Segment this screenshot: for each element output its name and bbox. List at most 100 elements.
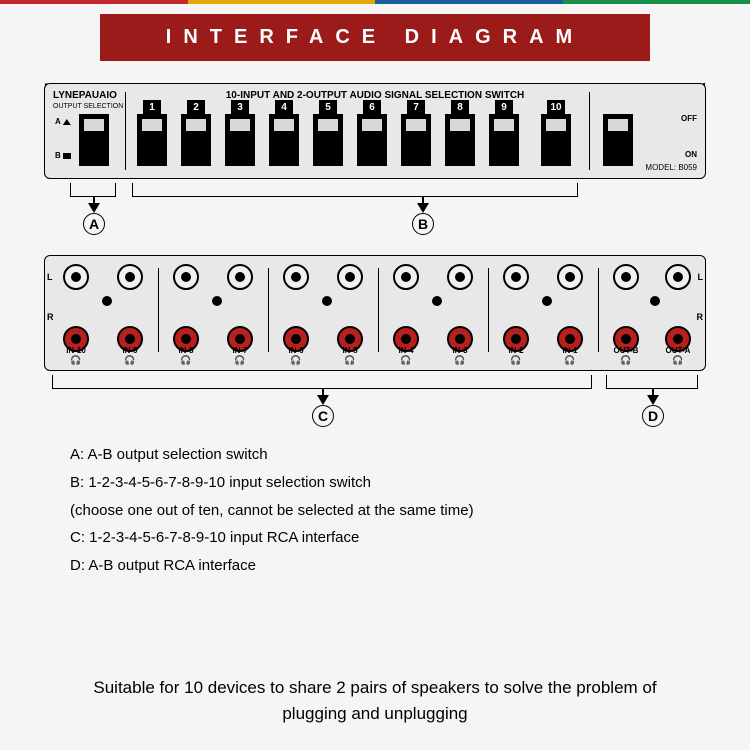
input-switch-9 bbox=[489, 114, 519, 166]
rca-label: IN-1🎧 bbox=[547, 346, 593, 366]
legend-c: C: 1-2-3-4-5-6-7-8-9-10 input RCA interf… bbox=[70, 524, 680, 552]
rear-separator bbox=[158, 268, 159, 352]
input-switch-5 bbox=[313, 114, 343, 166]
input-switch-2 bbox=[181, 114, 211, 166]
input-switch-4 bbox=[269, 114, 299, 166]
rear-panel: L R L R IN-10🎧IN-9🎧IN-8🎧IN-7🎧IN-6🎧IN-5🎧I… bbox=[44, 255, 706, 371]
rca-white bbox=[557, 264, 583, 290]
rca-label: IN-3🎧 bbox=[437, 346, 483, 366]
front-brackets: A B bbox=[44, 179, 706, 235]
bar-seg bbox=[563, 0, 750, 4]
rca-white bbox=[337, 264, 363, 290]
rear-brackets: C D bbox=[44, 371, 706, 427]
front-separator bbox=[589, 92, 590, 170]
switch-num-3: 3 bbox=[231, 100, 249, 114]
on-label: ON bbox=[685, 150, 697, 159]
front-separator bbox=[125, 92, 126, 170]
switch-num-2: 2 bbox=[187, 100, 205, 114]
rca-white bbox=[63, 264, 89, 290]
callout-b: B bbox=[412, 213, 434, 235]
rear-separator bbox=[268, 268, 269, 352]
rca-label: IN-8🎧 bbox=[163, 346, 209, 366]
front-panel: LYNEPAUAIO 10-INPUT AND 2-OUTPUT AUDIO S… bbox=[44, 83, 706, 179]
bar-seg bbox=[188, 0, 376, 4]
legend-d: D: A-B output RCA interface bbox=[70, 552, 680, 580]
l-left: L bbox=[47, 272, 53, 282]
rca-label: IN-10🎧 bbox=[53, 346, 99, 366]
rca-white bbox=[173, 264, 199, 290]
rca-col-in-6 bbox=[273, 264, 319, 352]
model-text: MODEL: B059 bbox=[645, 163, 697, 172]
switch-num-7: 7 bbox=[407, 100, 425, 114]
rca-label: IN-9🎧 bbox=[107, 346, 153, 366]
rear-dot bbox=[322, 296, 332, 306]
output-ab-switch bbox=[79, 114, 109, 166]
switch-num-4: 4 bbox=[275, 100, 293, 114]
rear-separator bbox=[378, 268, 379, 352]
input-switch-6 bbox=[357, 114, 387, 166]
rca-white bbox=[117, 264, 143, 290]
ab-markers: A B bbox=[55, 114, 71, 164]
rca-white bbox=[613, 264, 639, 290]
input-switch-8 bbox=[445, 114, 475, 166]
rca-white bbox=[503, 264, 529, 290]
header-banner: INTERFACE DIAGRAM bbox=[100, 14, 650, 61]
a-mark: A bbox=[55, 118, 61, 126]
rca-col-in-3 bbox=[437, 264, 483, 352]
footer-text: Suitable for 10 devices to share 2 pairs… bbox=[60, 675, 690, 726]
rca-label: IN-5🎧 bbox=[327, 346, 373, 366]
switch-num-8: 8 bbox=[451, 100, 469, 114]
bar-seg bbox=[375, 0, 563, 4]
legend-b2: (choose one out of ten, cannot be select… bbox=[70, 497, 680, 525]
top-color-bar bbox=[0, 0, 750, 4]
rear-dot bbox=[650, 296, 660, 306]
rear-dot bbox=[102, 296, 112, 306]
switch-num-9: 9 bbox=[495, 100, 513, 114]
rca-col-in-2 bbox=[493, 264, 539, 352]
rear-separator bbox=[488, 268, 489, 352]
off-label: OFF bbox=[681, 114, 697, 123]
rca-label: IN-2🎧 bbox=[493, 346, 539, 366]
switch-num-6: 6 bbox=[363, 100, 381, 114]
rca-col-in-4 bbox=[383, 264, 429, 352]
rear-dot bbox=[212, 296, 222, 306]
b-shape bbox=[63, 153, 71, 159]
legend-a: A: A-B output selection switch bbox=[70, 441, 680, 469]
rca-white bbox=[665, 264, 691, 290]
rca-col-out-a bbox=[655, 264, 701, 352]
input-switch-7 bbox=[401, 114, 431, 166]
output-selection-label: OUTPUT SELECTION bbox=[53, 103, 123, 110]
rca-label: IN-7🎧 bbox=[217, 346, 263, 366]
a-shape bbox=[63, 119, 71, 125]
rear-dot bbox=[542, 296, 552, 306]
rca-col-in-7 bbox=[217, 264, 263, 352]
input-switch-3 bbox=[225, 114, 255, 166]
rca-col-in-8 bbox=[163, 264, 209, 352]
rca-col-in-5 bbox=[327, 264, 373, 352]
rca-label: IN-4🎧 bbox=[383, 346, 429, 366]
legend-block: A: A-B output selection switch B: 1-2-3-… bbox=[70, 441, 680, 580]
legend-b: B: 1-2-3-4-5-6-7-8-9-10 input selection … bbox=[70, 469, 680, 497]
rear-separator bbox=[598, 268, 599, 352]
b-mark: B bbox=[55, 152, 61, 160]
rca-label: OUT-B🎧 bbox=[603, 346, 649, 366]
rca-col-out-b bbox=[603, 264, 649, 352]
power-switch bbox=[603, 114, 633, 166]
switch-num-5: 5 bbox=[319, 100, 337, 114]
rca-white bbox=[283, 264, 309, 290]
rca-col-in-1 bbox=[547, 264, 593, 352]
rca-col-in-10 bbox=[53, 264, 99, 352]
rear-dot bbox=[432, 296, 442, 306]
switch-num-10: 10 bbox=[547, 100, 565, 114]
rca-white bbox=[227, 264, 253, 290]
rca-col-in-9 bbox=[107, 264, 153, 352]
rca-white bbox=[393, 264, 419, 290]
switch-num-1: 1 bbox=[143, 100, 161, 114]
rca-white bbox=[447, 264, 473, 290]
callout-c: C bbox=[312, 405, 334, 427]
input-switch-1 bbox=[137, 114, 167, 166]
callout-d: D bbox=[642, 405, 664, 427]
rca-label: IN-6🎧 bbox=[273, 346, 319, 366]
bar-seg bbox=[0, 0, 188, 4]
rca-label: OUT-A🎧 bbox=[655, 346, 701, 366]
